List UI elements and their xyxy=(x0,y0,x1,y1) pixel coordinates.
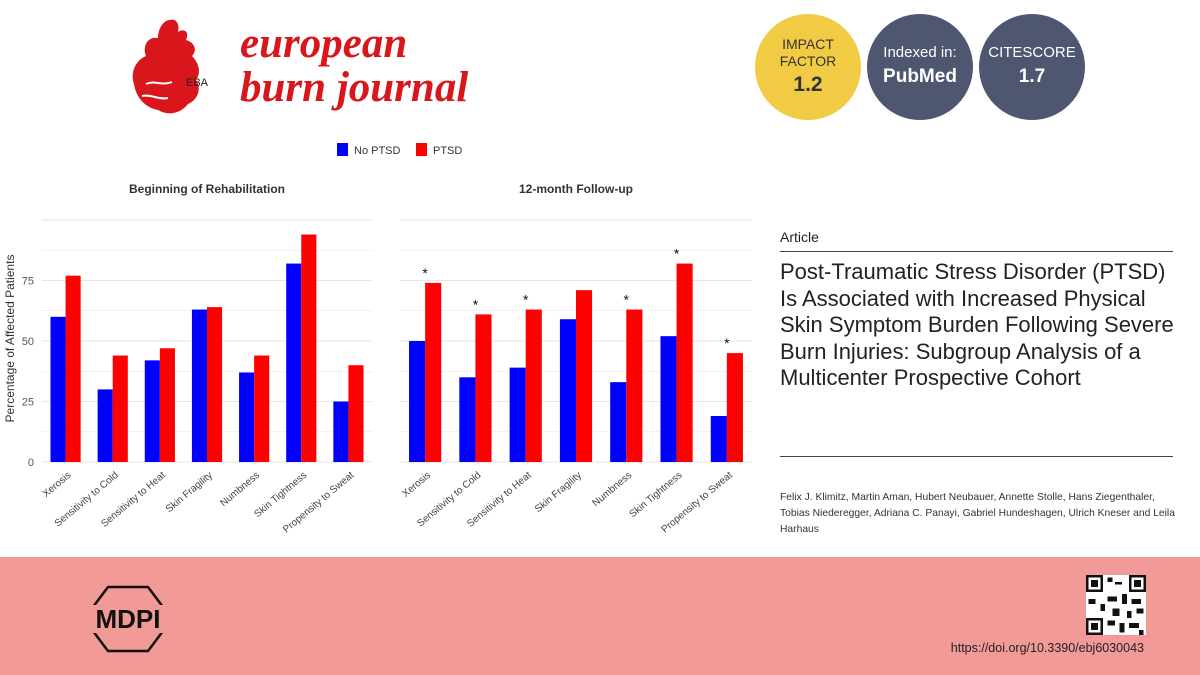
impact-factor-value: 1.2 xyxy=(793,73,823,96)
impact-factor-label-1: IMPACT xyxy=(782,36,834,52)
title-top-rule xyxy=(780,251,1173,252)
bar-0-3-1 xyxy=(207,307,223,462)
x-tick-label-1-4: Numbness xyxy=(591,470,635,509)
bar-1-4-0 xyxy=(610,382,627,462)
panel-title-0: Beginning of Rehabilitation xyxy=(129,182,285,196)
footer-band: MDPI https://doi.org/10.3390/ebj6030043 xyxy=(0,557,1200,675)
article-title: Post-Traumatic Stress Disorder (PTSD) Is… xyxy=(780,259,1174,390)
bar-0-6-1 xyxy=(348,365,364,462)
journal-name-line2: burn journal xyxy=(240,64,469,111)
significance-star-1-2: * xyxy=(523,292,529,308)
bar-1-1-0 xyxy=(459,377,476,462)
bar-1-3-1 xyxy=(576,290,593,462)
map-coastline xyxy=(141,81,173,100)
bar-0-6-0 xyxy=(333,401,349,462)
article-type-label: Article xyxy=(780,229,819,245)
y-tick-label: 75 xyxy=(22,276,34,288)
bar-1-0-0 xyxy=(409,341,426,462)
indexed-badge: Indexed in: PubMed xyxy=(867,14,973,120)
bar-0-2-1 xyxy=(159,348,175,462)
legend-swatch-1 xyxy=(416,143,427,156)
bar-0-2-0 xyxy=(144,360,160,462)
significance-star-1-0: * xyxy=(422,265,428,281)
citescore-label: CITESCORE xyxy=(988,44,1076,61)
indexed-label: Indexed in: xyxy=(883,44,957,61)
bar-0-1-1 xyxy=(112,355,128,462)
impact-factor-label-2: FACTOR xyxy=(779,53,837,69)
bar-0-3-0 xyxy=(191,309,207,462)
journal-name-line1: european xyxy=(240,20,408,67)
mdpi-wordmark: MDPI xyxy=(96,604,161,634)
bar-1-2-0 xyxy=(509,367,526,462)
x-tick-label-0-4: Numbness xyxy=(218,470,262,509)
bar-0-4-1 xyxy=(254,355,270,462)
bar-0-5-1 xyxy=(301,234,317,462)
bar-0-1-0 xyxy=(97,389,113,462)
bar-1-5-0 xyxy=(660,336,677,462)
qr-code[interactable] xyxy=(1086,575,1146,635)
author-list-line1: Felix J. Klimitz, Martin Aman, Hubert Ne… xyxy=(780,492,1155,503)
bar-1-6-0 xyxy=(710,416,727,462)
bar-1-5-1 xyxy=(676,263,693,462)
significance-star-1-6: * xyxy=(724,335,730,351)
bar-chart: No PTSD PTSD Percentage of Affected Patien… xyxy=(3,143,752,535)
x-tick-label-1-3: Skin Fragility xyxy=(533,470,584,515)
significance-star-1-1: * xyxy=(473,296,479,312)
author-list: Felix J. Klimitz, Martin Aman, Hubert Ne… xyxy=(780,490,1195,538)
europe-map-shape xyxy=(132,19,199,114)
significance-star-1-4: * xyxy=(624,292,630,308)
significance-star-1-5: * xyxy=(674,246,680,262)
bar-1-3-0 xyxy=(559,319,576,462)
bar-1-2-1 xyxy=(525,309,542,462)
bar-1-0-1 xyxy=(425,282,442,462)
legend-swatch-0 xyxy=(337,143,348,156)
x-tick-label-1-0: Xerosis xyxy=(400,470,433,500)
title-bottom-rule xyxy=(780,456,1173,457)
bar-0-0-0 xyxy=(50,316,66,462)
bar-1-4-1 xyxy=(626,309,643,462)
journal-name: european burn journal xyxy=(240,22,468,110)
legend-label-1: PTSD xyxy=(433,145,462,157)
eba-logo: EBA xyxy=(132,19,208,114)
bar-0-5-0 xyxy=(286,263,302,462)
author-list-line2: Tobias Niederegger, Adriana C. Panayi, G… xyxy=(780,508,1175,535)
bar-0-4-0 xyxy=(239,372,255,462)
panel-title-1: 12-month Follow-up xyxy=(519,182,633,196)
y-tick-label: 50 xyxy=(22,336,34,348)
citescore-badge: CITESCORE 1.7 xyxy=(979,14,1085,120)
impact-factor-badge: IMPACT FACTOR 1.2 xyxy=(755,14,861,120)
citescore-value: 1.7 xyxy=(1018,66,1046,87)
x-tick-label-0-0: Xerosis xyxy=(41,470,74,500)
y-tick-label: 0 xyxy=(28,457,34,469)
bar-1-6-1 xyxy=(726,353,743,462)
y-axis-label: Percentage of Affected Patients xyxy=(3,255,17,423)
legend-label-0: No PTSD xyxy=(354,145,401,157)
bar-1-1-1 xyxy=(475,314,492,462)
mdpi-logo: MDPI xyxy=(80,585,176,653)
y-tick-label: 25 xyxy=(22,397,34,409)
indexed-value: PubMed xyxy=(883,66,957,87)
eba-mark: EBA xyxy=(186,77,208,89)
x-tick-label-0-3: Skin Fragility xyxy=(164,470,215,515)
bar-0-0-1 xyxy=(65,275,81,462)
doi-link[interactable]: https://doi.org/10.3390/ebj6030043 xyxy=(950,641,1144,655)
